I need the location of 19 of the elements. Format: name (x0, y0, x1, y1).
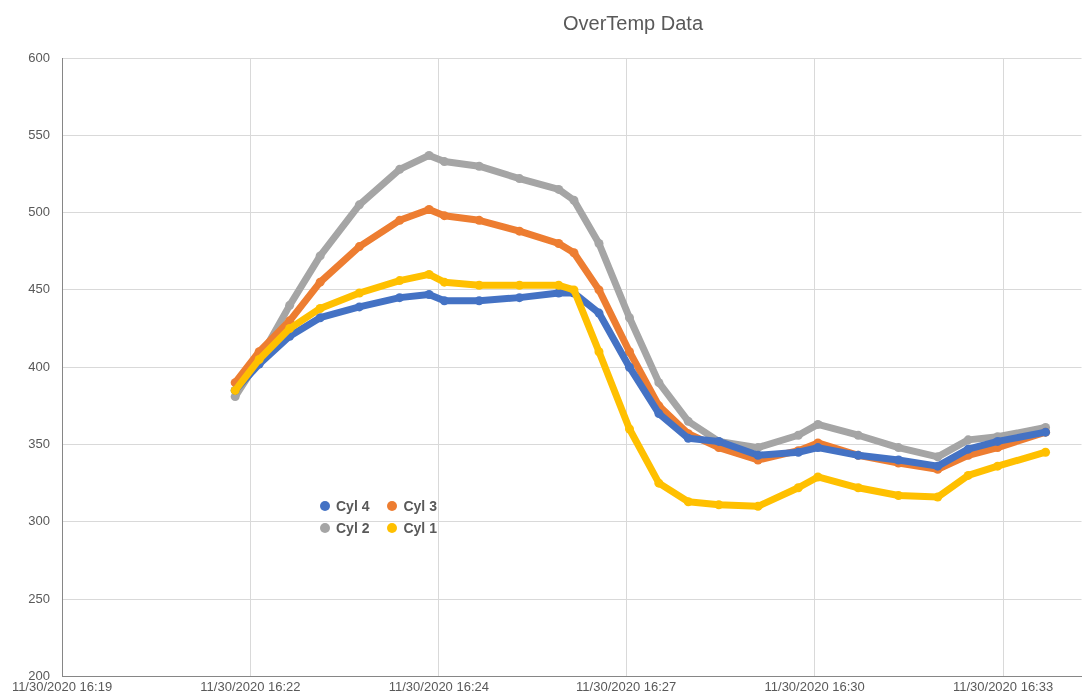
x-tick-label: 11/30/2020 16:33 (952, 678, 1054, 694)
legend-label: Cyl 1 (403, 520, 437, 537)
y-tick-label: 300 (28, 513, 50, 529)
chart-title: OverTemp Data (561, 12, 705, 35)
legend-label: Cyl 3 (403, 498, 437, 515)
y-tick-label: 200 (28, 667, 50, 683)
y-tick-label: 250 (28, 590, 50, 606)
y-tick-label: 550 (28, 126, 50, 142)
x-tick-label: 11/30/2020 16:30 (764, 678, 865, 694)
legend-label: Cyl 2 (336, 520, 370, 537)
y-tick-label: 500 (28, 204, 50, 220)
y-tick-label: 350 (28, 436, 50, 452)
y-tick-label: 400 (28, 358, 50, 374)
x-tick-label: 11/30/2020 16:27 (576, 678, 677, 694)
legend-label: Cyl 4 (336, 498, 370, 515)
x-tick-label: 11/30/2020 16:24 (388, 678, 489, 694)
x-tick-label: 11/30/2020 16:22 (200, 678, 301, 694)
y-tick-label: 450 (28, 281, 50, 297)
y-tick-label: 600 (28, 49, 50, 65)
